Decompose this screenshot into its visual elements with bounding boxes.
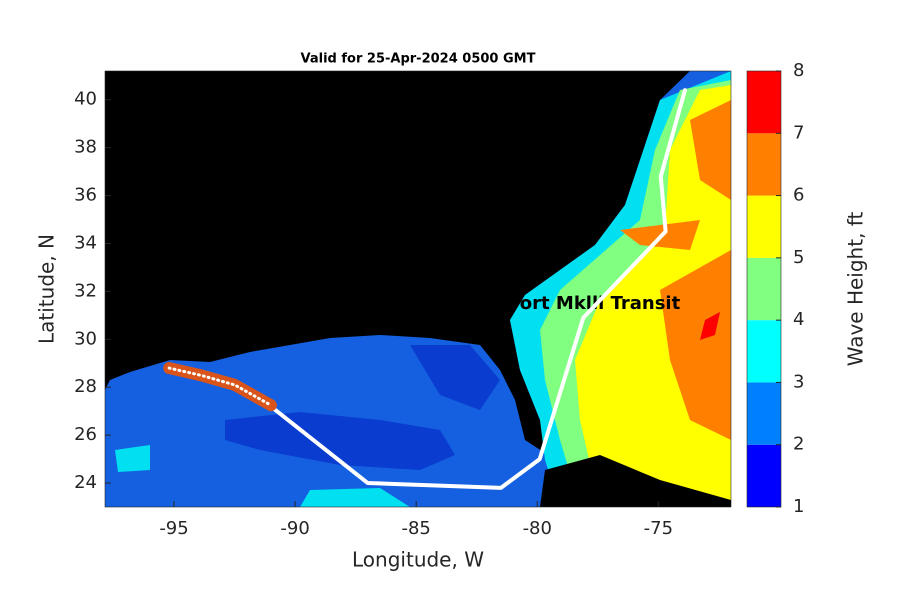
y-tick-label: 32 [74, 280, 97, 301]
x-tick-label: -80 [523, 518, 552, 539]
x-tick-label: -75 [644, 518, 673, 539]
annotation: ort Mklli Transit [520, 293, 681, 314]
highlight-dots [167, 366, 273, 407]
colorbar-tick-label: 3 [793, 371, 804, 392]
colorbar-bin [747, 257, 781, 321]
colorbar-tick-label: 8 [793, 60, 804, 81]
x-tick-label: -90 [280, 518, 309, 539]
colorbar-tick-label: 6 [793, 185, 804, 206]
colorbar-tick-label: 1 [793, 496, 804, 517]
colorbar-box [746, 70, 782, 508]
y-tick-label: 40 [74, 89, 97, 110]
colorbar-tick-label: 5 [793, 247, 804, 268]
colorbar-bin [747, 444, 781, 507]
y-tick-label: 26 [74, 424, 97, 445]
x-axis-label: Longitude, W [352, 548, 484, 572]
axes-box [104, 70, 732, 508]
y-tick-label: 28 [74, 376, 97, 397]
x-tick-label: -85 [401, 518, 430, 539]
y-tick-label: 34 [74, 232, 97, 253]
colorbar-bin [747, 195, 781, 258]
colorbar-label: Wave Height, ft [844, 212, 868, 367]
y-tick-label: 24 [74, 472, 97, 493]
route-line [268, 88, 687, 490]
y-axis-label: Latitude, N [35, 234, 59, 344]
colorbar-bin [747, 133, 781, 196]
colorbar-bin [747, 71, 781, 134]
y-tick-label: 38 [74, 137, 97, 158]
colorbar-bin [747, 382, 781, 445]
y-tick-label: 36 [74, 185, 97, 206]
x-tick-label: -95 [159, 518, 188, 539]
colorbar-tick-label: 2 [793, 434, 804, 455]
map-background [105, 71, 731, 507]
y-tick-label: 30 [74, 328, 97, 349]
colorbar-bin [747, 320, 781, 383]
colorbar-tick-label: 7 [793, 122, 804, 143]
colorbar-tick-label: 4 [793, 309, 804, 330]
map-title: Valid for 25-Apr-2024 0500 GMT [301, 52, 536, 67]
